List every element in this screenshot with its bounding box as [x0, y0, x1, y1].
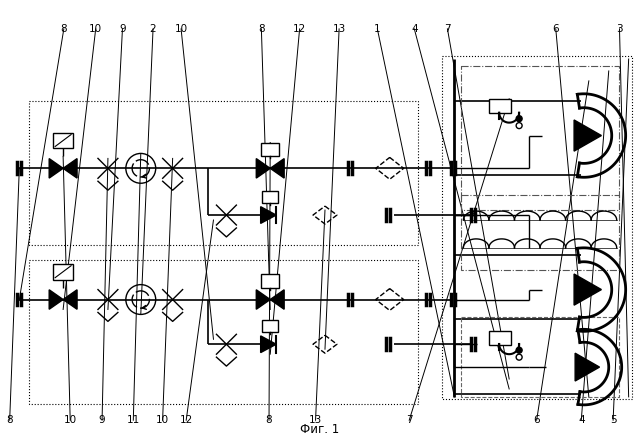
Polygon shape: [63, 159, 77, 178]
Polygon shape: [574, 120, 602, 151]
Text: 10: 10: [156, 415, 169, 425]
Bar: [261, 274, 279, 288]
Bar: [29, 101, 417, 245]
Text: 2: 2: [150, 24, 156, 34]
Polygon shape: [49, 159, 63, 178]
Bar: [261, 143, 279, 157]
Circle shape: [516, 347, 522, 353]
Text: 10: 10: [63, 415, 77, 425]
Bar: [262, 320, 278, 332]
Polygon shape: [574, 274, 602, 305]
Bar: [489, 99, 511, 113]
Bar: [53, 264, 73, 280]
Text: 1: 1: [374, 24, 381, 34]
Text: 10: 10: [175, 24, 188, 34]
Text: 11: 11: [127, 415, 140, 425]
Circle shape: [516, 116, 522, 122]
Polygon shape: [256, 159, 270, 178]
Polygon shape: [63, 290, 77, 309]
Text: 4: 4: [411, 24, 418, 34]
Text: 9: 9: [99, 415, 106, 425]
Text: Фиг. 1: Фиг. 1: [300, 423, 340, 436]
Bar: [461, 195, 619, 270]
Text: 6: 6: [552, 24, 559, 34]
Polygon shape: [256, 290, 270, 309]
Text: 13: 13: [309, 415, 322, 425]
Polygon shape: [260, 206, 276, 223]
Polygon shape: [270, 290, 284, 309]
Text: 8: 8: [258, 24, 265, 34]
Text: 10: 10: [89, 24, 102, 34]
Text: 8: 8: [61, 24, 67, 34]
Bar: [29, 260, 417, 404]
Text: 7: 7: [444, 24, 451, 34]
Text: 12: 12: [180, 415, 193, 425]
Text: 7: 7: [406, 415, 413, 425]
Polygon shape: [260, 336, 276, 353]
Text: 4: 4: [578, 415, 584, 425]
Text: 8: 8: [6, 415, 13, 425]
Text: 5: 5: [610, 415, 616, 425]
Bar: [461, 318, 619, 397]
Bar: [262, 191, 278, 203]
Text: 9: 9: [119, 24, 126, 34]
Polygon shape: [575, 353, 600, 381]
Text: 8: 8: [266, 415, 273, 425]
Text: 3: 3: [616, 24, 623, 34]
Text: 12: 12: [293, 24, 306, 34]
Bar: [442, 56, 632, 399]
Bar: [53, 132, 73, 149]
Bar: [461, 66, 619, 210]
Text: 6: 6: [533, 415, 540, 425]
Polygon shape: [49, 290, 63, 309]
Polygon shape: [270, 159, 284, 178]
Bar: [489, 331, 511, 345]
Text: 13: 13: [333, 24, 346, 34]
